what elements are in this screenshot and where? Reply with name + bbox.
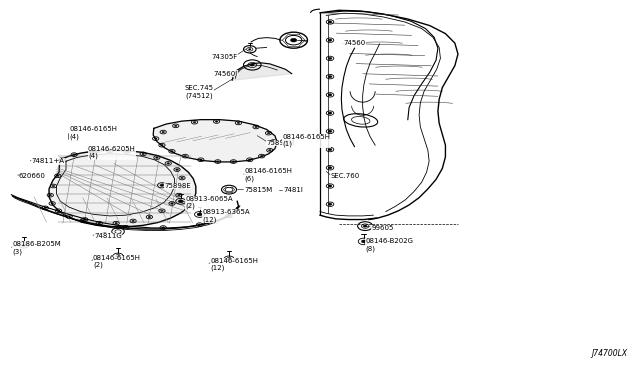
Circle shape xyxy=(56,175,59,177)
Circle shape xyxy=(273,141,275,142)
Text: 08146-6165H
(6): 08146-6165H (6) xyxy=(244,168,292,182)
Text: 74811G: 74811G xyxy=(94,233,122,239)
Circle shape xyxy=(364,225,367,227)
Circle shape xyxy=(193,122,196,123)
Text: J74700LX: J74700LX xyxy=(591,349,627,358)
Text: 08146-6165H
(1): 08146-6165H (1) xyxy=(282,134,330,147)
Text: 08146-6205H
(4): 08146-6205H (4) xyxy=(88,146,136,159)
Text: SEC.745
(74512): SEC.745 (74512) xyxy=(184,85,213,99)
Circle shape xyxy=(328,39,332,41)
Circle shape xyxy=(328,21,332,23)
Circle shape xyxy=(171,151,173,152)
Circle shape xyxy=(162,227,164,228)
Circle shape xyxy=(52,185,54,187)
Circle shape xyxy=(228,215,230,217)
Circle shape xyxy=(328,185,332,187)
Polygon shape xyxy=(49,150,196,227)
Circle shape xyxy=(250,64,254,66)
Circle shape xyxy=(232,161,235,162)
Circle shape xyxy=(161,210,163,212)
Circle shape xyxy=(109,150,111,152)
Circle shape xyxy=(115,222,117,224)
Text: SEC.760: SEC.760 xyxy=(331,173,360,179)
Circle shape xyxy=(328,76,332,78)
Circle shape xyxy=(49,195,52,196)
Text: 08913-6065A
(2): 08913-6065A (2) xyxy=(185,196,233,209)
Circle shape xyxy=(167,163,170,164)
Text: 75815M: 75815M xyxy=(244,187,273,193)
Circle shape xyxy=(328,112,332,114)
Text: 7481I: 7481I xyxy=(284,187,303,193)
Circle shape xyxy=(116,254,120,257)
Circle shape xyxy=(180,186,183,187)
Circle shape xyxy=(197,213,202,216)
Circle shape xyxy=(200,159,202,160)
Circle shape xyxy=(237,122,240,124)
Circle shape xyxy=(73,154,76,155)
Circle shape xyxy=(162,131,164,133)
Text: 08146-6165H
(4): 08146-6165H (4) xyxy=(69,126,117,140)
Circle shape xyxy=(44,207,47,209)
Circle shape xyxy=(148,216,150,218)
Circle shape xyxy=(328,203,332,205)
Circle shape xyxy=(260,155,263,157)
Text: 74560J: 74560J xyxy=(213,71,237,77)
Text: 08146-6165H
(2): 08146-6165H (2) xyxy=(93,255,141,268)
Circle shape xyxy=(248,159,251,160)
Circle shape xyxy=(184,155,186,157)
Circle shape xyxy=(142,153,145,155)
Circle shape xyxy=(179,200,183,203)
Circle shape xyxy=(161,144,163,146)
Circle shape xyxy=(248,49,251,50)
Circle shape xyxy=(328,94,332,96)
Text: 620660: 620660 xyxy=(19,173,46,179)
Circle shape xyxy=(51,203,54,204)
Text: 08913-6365A
(12): 08913-6365A (12) xyxy=(202,209,250,223)
Text: 75898E: 75898E xyxy=(164,183,191,189)
Circle shape xyxy=(84,219,86,220)
Circle shape xyxy=(160,184,164,186)
Circle shape xyxy=(175,125,177,126)
Polygon shape xyxy=(153,120,277,162)
Text: 74811+A: 74811+A xyxy=(31,158,65,164)
Circle shape xyxy=(328,130,332,132)
Polygon shape xyxy=(232,63,292,80)
Circle shape xyxy=(180,177,183,179)
Circle shape xyxy=(215,121,218,122)
Circle shape xyxy=(291,38,297,42)
Circle shape xyxy=(328,148,332,151)
Circle shape xyxy=(125,151,128,152)
Circle shape xyxy=(171,203,173,204)
Circle shape xyxy=(57,210,60,212)
Circle shape xyxy=(98,222,100,224)
Text: 08186-B205M
(3): 08186-B205M (3) xyxy=(13,241,61,255)
Circle shape xyxy=(362,240,367,243)
Circle shape xyxy=(82,220,84,221)
Circle shape xyxy=(216,161,219,162)
Circle shape xyxy=(198,224,201,225)
Circle shape xyxy=(255,126,257,128)
Circle shape xyxy=(132,220,134,222)
Circle shape xyxy=(227,257,232,260)
Circle shape xyxy=(124,227,127,228)
Text: 99605: 99605 xyxy=(371,225,394,231)
Text: 08146-6165H
(12): 08146-6165H (12) xyxy=(211,258,259,271)
Text: 74305F: 74305F xyxy=(211,54,237,60)
Circle shape xyxy=(178,195,180,196)
Circle shape xyxy=(176,169,179,170)
Text: 74560: 74560 xyxy=(344,40,366,46)
Circle shape xyxy=(328,167,332,169)
Circle shape xyxy=(269,150,271,151)
Circle shape xyxy=(154,138,157,140)
Circle shape xyxy=(68,216,70,217)
Text: 75898M: 75898M xyxy=(267,140,295,146)
Circle shape xyxy=(60,159,63,160)
Text: 08146-B202G
(8): 08146-B202G (8) xyxy=(365,238,413,252)
Circle shape xyxy=(156,157,158,158)
Circle shape xyxy=(328,57,332,60)
Circle shape xyxy=(92,151,94,153)
Circle shape xyxy=(22,244,26,247)
Circle shape xyxy=(268,132,270,134)
